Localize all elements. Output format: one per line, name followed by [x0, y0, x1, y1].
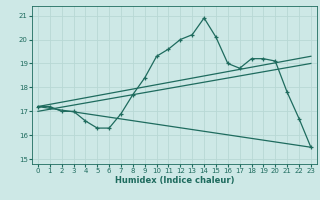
- X-axis label: Humidex (Indice chaleur): Humidex (Indice chaleur): [115, 176, 234, 185]
